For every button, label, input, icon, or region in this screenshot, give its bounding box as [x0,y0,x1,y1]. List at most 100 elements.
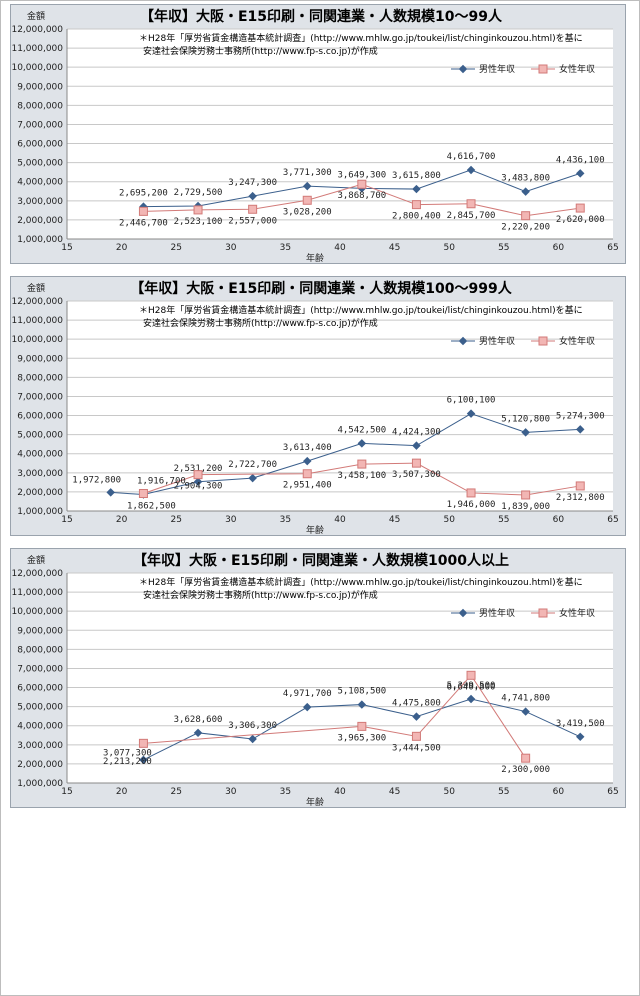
x-tick-label: 55 [498,787,509,797]
data-point-male [521,707,530,716]
data-label: 3,306,300 [228,721,277,731]
data-label: 3,771,300 [283,168,332,178]
data-point-male [193,477,203,487]
data-label: 5,399,500 [447,681,496,691]
data-point-female [357,179,367,189]
data-point-male [106,488,115,497]
data-point-male [466,409,476,418]
data-point-male [248,191,257,201]
legend-label: 女性年収 [559,335,595,347]
x-tick-label: 50 [443,787,455,797]
series-line [110,413,581,496]
y-tick-label: 2,000,000 [17,216,63,226]
x-tick-label: 15 [61,515,72,525]
data-label: 4,424,300 [392,428,441,438]
data-point-male [248,473,257,483]
data-label: 2,800,400 [392,212,441,222]
y-tick-label: 9,000,000 [17,82,63,92]
data-point-female [248,204,258,214]
data-label: 3,028,200 [283,207,332,217]
x-tick-label: 65 [607,787,618,797]
x-tick-label: 65 [607,243,618,253]
source-note: ＊H28年「厚労省賃金構造基本統計調査」(http://www.mhlw.go.… [139,576,583,588]
legend-item: 女性年収 [531,335,595,347]
y-tick-label: 7,000,000 [17,664,63,674]
chart-title: 【年収】大阪・E15印刷・同関連業・人数規模1000人以上 [133,552,509,569]
legend-marker-diamond [458,64,468,74]
x-tick-label: 25 [170,515,181,525]
data-label: 1,839,000 [501,502,550,512]
y-tick-label: 5,000,000 [17,703,63,713]
data-point-female [193,205,203,215]
y-tick-label: 8,000,000 [17,101,63,111]
chart-panel-size-10-99: 1,000,000 2,000,000 3,000,000 4,000,000 5,00… [10,4,626,264]
data-label: 4,971,700 [283,689,332,699]
data-point-female [575,203,585,213]
data-point-female [138,738,148,748]
data-point-female [466,488,476,498]
legend-marker-square [538,64,548,74]
data-label: 3,615,800 [392,171,441,181]
data-label: 1,972,800 [72,475,121,485]
data-label: 2,557,000 [228,216,277,226]
data-label: 2,312,800 [556,493,605,503]
data-point-female [357,459,367,469]
data-point-male [302,181,312,191]
data-point-male [412,184,421,194]
data-point-male [139,755,148,765]
data-point-female [411,458,421,468]
data-point-female [575,481,585,491]
data-label: 3,628,600 [174,715,223,725]
source-note: 安達社会保険労務士事務所(http://www.fp-s.co.jp)が作成 [143,589,378,601]
data-label: 3,077,300 [103,748,152,758]
data-point-female [466,199,476,209]
x-tick-label: 30 [225,515,237,525]
y-tick-label: 5,000,000 [17,431,63,441]
data-label: 2,213,200 [103,757,152,767]
data-label: 2,523,100 [174,217,223,227]
y-tick-label: 2,000,000 [17,760,63,770]
source-note: ＊H28年「厚労省賃金構造基本統計調査」(http://www.mhlw.go.… [139,304,583,316]
series-line [143,462,581,496]
y-tick-label: 10,000,000 [11,63,63,73]
source-note: ＊H28年「厚労省賃金構造基本統計調査」(http://www.mhlw.go.… [139,32,583,44]
data-point-female [521,211,531,221]
data-point-female [302,195,312,205]
data-point-male [466,694,476,704]
plot-area [67,29,613,239]
data-label: 4,475,800 [392,699,441,709]
data-label: 3,868,700 [337,191,386,201]
y-axis-label: 金額 [27,282,45,294]
data-point-female [138,206,148,216]
x-tick-label: 45 [389,515,400,525]
x-tick-label: 55 [498,243,509,253]
chart-title: 【年収】大阪・E15印刷・同関連業・人数規模10～99人 [140,8,503,25]
x-tick-label: 25 [170,787,181,797]
chart-svg: 1,000,000 2,000,000 3,000,000 4,000,000 5,00… [11,8,618,264]
data-label: 4,436,100 [556,155,605,165]
data-point-male [575,732,585,742]
data-label: 2,722,700 [228,460,277,470]
x-tick-label: 60 [553,787,565,797]
y-tick-label: 4,000,000 [17,450,63,460]
chart-panel-size-100-999: 1,000,000 2,000,000 3,000,000 4,000,000 5,00… [10,276,626,536]
data-label: 2,845,700 [447,211,496,221]
legend-item: 男性年収 [451,63,515,75]
data-label: 2,300,000 [501,765,550,775]
x-tick-label: 40 [334,243,346,253]
y-tick-label: 7,000,000 [17,120,63,130]
data-point-female [411,731,421,741]
y-tick-label: 4,000,000 [17,178,63,188]
data-point-female [357,721,367,731]
data-label: 3,965,300 [337,733,386,743]
data-label: 2,695,200 [119,189,168,199]
data-point-female [521,753,531,763]
y-tick-label: 10,000,000 [11,607,63,617]
x-tick-label: 20 [116,515,128,525]
source-note: 安達社会保険労務士事務所(http://www.fp-s.co.jp)が作成 [143,45,378,57]
legend-marker-square [538,608,548,618]
data-label: 1,862,500 [127,502,176,512]
chart-svg: 1,000,000 2,000,000 3,000,000 4,000,000 5,00… [11,552,618,808]
legend-label: 男性年収 [479,63,515,75]
x-tick-label: 65 [607,515,618,525]
